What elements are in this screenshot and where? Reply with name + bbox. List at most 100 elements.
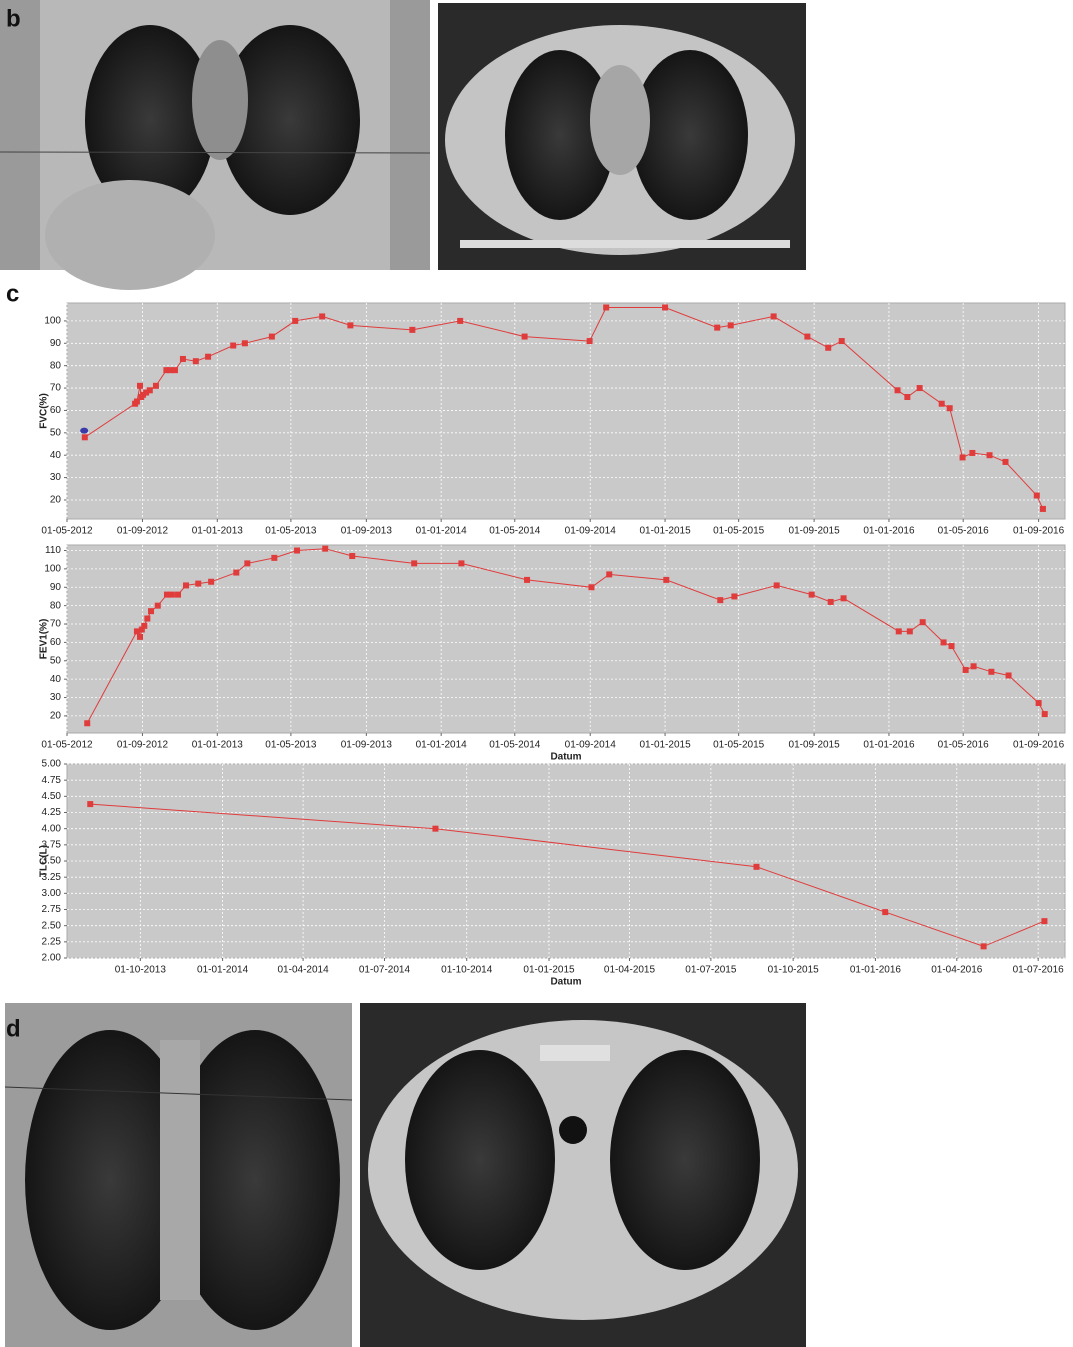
page: b c d 203040506070809010001-05-201201-09… xyxy=(0,0,1073,1347)
x-axis-label: Datum xyxy=(550,977,581,988)
data-point xyxy=(82,434,88,440)
data-point xyxy=(294,548,300,554)
data-point xyxy=(963,667,969,673)
x-tick-label: 01-07-2016 xyxy=(1013,965,1065,976)
data-point xyxy=(349,553,355,559)
data-point xyxy=(233,570,239,576)
data-point xyxy=(839,338,845,344)
data-point xyxy=(1036,700,1042,706)
data-point xyxy=(904,394,910,400)
data-point xyxy=(896,628,902,634)
x-tick-label: 01-09-2013 xyxy=(341,526,393,537)
y-tick-label: 80 xyxy=(50,600,62,611)
x-tick-label: 01-09-2014 xyxy=(565,740,617,751)
y-tick-label: 70 xyxy=(50,619,62,630)
x-tick-label: 01-01-2016 xyxy=(863,526,915,537)
data-point xyxy=(137,634,143,640)
data-point xyxy=(809,592,815,598)
data-point xyxy=(208,579,214,585)
y-axis-label: FVC(%) xyxy=(39,393,50,429)
x-tick-label: 01-09-2013 xyxy=(341,740,393,751)
x-tick-label: 01-01-2016 xyxy=(863,740,915,751)
data-point xyxy=(144,616,150,622)
data-point xyxy=(960,454,966,460)
x-tick-label: 01-05-2016 xyxy=(938,526,990,537)
x-tick-label: 01-01-2015 xyxy=(639,526,691,537)
data-point xyxy=(771,313,777,319)
data-point xyxy=(728,322,734,328)
data-point xyxy=(717,597,723,603)
data-point xyxy=(522,334,528,340)
y-tick-label: 70 xyxy=(50,383,62,394)
y-tick-label: 90 xyxy=(50,338,62,349)
plot-area xyxy=(67,303,1065,519)
x-tick-label: 01-05-2015 xyxy=(713,526,765,537)
data-point xyxy=(87,801,93,807)
x-tick-label: 01-07-2015 xyxy=(685,965,737,976)
data-point xyxy=(1006,672,1012,678)
data-point xyxy=(828,599,834,605)
y-tick-label: 80 xyxy=(50,360,62,371)
x-tick-label: 01-04-2014 xyxy=(278,965,330,976)
data-point xyxy=(947,405,953,411)
figure: b c d 203040506070809010001-05-201201-09… xyxy=(0,0,1073,1347)
x-tick-label: 01-09-2015 xyxy=(789,526,841,537)
ct-axial-b xyxy=(438,3,806,270)
y-tick-label: 20 xyxy=(50,495,62,506)
x-tick-label: 01-10-2015 xyxy=(768,965,820,976)
x-tick-label: 01-01-2014 xyxy=(416,740,468,751)
y-tick-label: 50 xyxy=(50,427,62,438)
data-point xyxy=(319,313,325,319)
x-tick-label: 01-01-2015 xyxy=(639,740,691,751)
x-tick-label: 01-05-2012 xyxy=(41,740,93,751)
data-point xyxy=(347,322,353,328)
data-point xyxy=(662,304,668,310)
data-point xyxy=(205,354,211,360)
x-tick-label: 01-09-2016 xyxy=(1013,740,1065,751)
data-point xyxy=(169,592,175,598)
x-tick-label: 01-05-2012 xyxy=(41,526,93,537)
y-tick-label: 100 xyxy=(44,564,61,575)
plot-area xyxy=(67,545,1065,733)
y-tick-label: 110 xyxy=(45,545,61,556)
y-axis-label: TLC(L) xyxy=(39,845,50,877)
panel-label: b xyxy=(6,5,21,32)
y-tick-label: 2.00 xyxy=(42,953,62,964)
x-tick-label: 01-05-2013 xyxy=(265,740,317,751)
data-point xyxy=(907,628,913,634)
x-tick-label: 01-01-2013 xyxy=(192,526,244,537)
ct-coronal-d xyxy=(5,1003,352,1347)
data-point xyxy=(269,334,275,340)
data-point xyxy=(882,909,888,915)
x-tick-label: 01-01-2015 xyxy=(523,965,575,976)
data-point xyxy=(981,943,987,949)
x-tick-label: 01-09-2015 xyxy=(789,740,841,751)
y-tick-label: 5.00 xyxy=(42,759,62,770)
panel-label: d xyxy=(6,1015,21,1042)
data-point xyxy=(941,639,947,645)
data-point xyxy=(175,592,181,598)
data-point xyxy=(714,325,720,331)
y-tick-label: 30 xyxy=(50,692,62,703)
data-point xyxy=(804,334,810,340)
y-tick-label: 20 xyxy=(50,711,62,722)
x-tick-label: 01-04-2015 xyxy=(604,965,656,976)
data-point xyxy=(603,304,609,310)
data-point xyxy=(1003,459,1009,465)
data-point xyxy=(1041,918,1047,924)
x-tick-label: 01-04-2016 xyxy=(931,965,983,976)
x-tick-label: 01-09-2016 xyxy=(1013,526,1065,537)
data-point xyxy=(409,327,415,333)
ct-coronal-b xyxy=(0,0,430,290)
data-point xyxy=(971,663,977,669)
data-point xyxy=(588,584,594,590)
x-tick-label: 01-01-2014 xyxy=(197,965,249,976)
data-point xyxy=(753,864,759,870)
y-tick-label: 60 xyxy=(50,637,62,648)
y-tick-label: 60 xyxy=(50,405,62,416)
data-point xyxy=(230,343,236,349)
data-point xyxy=(458,560,464,566)
y-tick-label: 40 xyxy=(50,674,62,685)
x-tick-label: 01-07-2014 xyxy=(359,965,411,976)
data-point xyxy=(457,318,463,324)
